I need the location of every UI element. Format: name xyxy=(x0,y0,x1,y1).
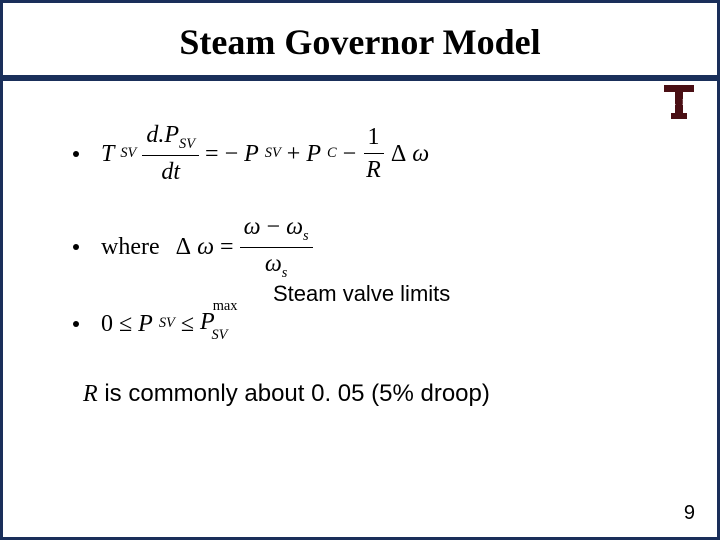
eq2-frac: ω − ωs ωs xyxy=(240,213,313,282)
eq2-den-sub: s xyxy=(282,265,288,281)
eq3-le2: ≤ xyxy=(181,310,194,339)
eq2-where: where xyxy=(101,233,160,262)
title-block: Steam Governor Model xyxy=(3,3,717,81)
equation-2: where Δω = ω − ωs ωs xyxy=(101,213,313,282)
eq1-minus: − xyxy=(343,140,357,169)
page-title: Steam Governor Model xyxy=(3,21,717,63)
equation-1-row: TSV d.PSV dt = −PSV + PC − 1 R Δω xyxy=(73,121,687,187)
bullet-icon xyxy=(73,244,79,250)
eq1-T: T xyxy=(101,140,114,169)
eq3-zero: 0 xyxy=(101,310,113,339)
eq3-P-sub: SV xyxy=(159,315,175,332)
eq1-den: dt xyxy=(157,156,184,187)
equation-3: 0 ≤ PSV ≤ PmaxSV xyxy=(101,308,255,340)
eq1-lhs-frac: d.PSV dt xyxy=(142,121,199,187)
eq1-delta: Δ xyxy=(391,140,406,169)
eq2-eq: = xyxy=(220,233,234,262)
droop-R: R xyxy=(83,381,98,407)
eq2-num-om1: ω xyxy=(244,214,261,240)
eq1-T-sub: SV xyxy=(120,145,136,162)
eq1-num-d: d.P xyxy=(146,122,179,148)
equation-3-row: 0 ≤ PSV ≤ PmaxSV xyxy=(73,308,687,340)
eq2-num-minus: − xyxy=(267,214,281,240)
eq1-rhs-den: R xyxy=(362,154,385,185)
eq3-Pmax-sup: max xyxy=(213,298,238,314)
eq1-neg: − xyxy=(225,140,239,169)
bullet-icon xyxy=(73,151,79,157)
eq1-P2-sub: C xyxy=(327,145,337,162)
eq1-rhs-num: 1 xyxy=(364,123,384,155)
valve-limits-label: Steam valve limits xyxy=(273,281,450,307)
eq2-num-om2: ω xyxy=(286,214,303,240)
page-number: 9 xyxy=(684,502,695,525)
eq1-P2: P xyxy=(306,140,321,169)
equation-1: TSV d.PSV dt = −PSV + PC − 1 R Δω xyxy=(101,121,429,187)
content-area: TSV d.PSV dt = −PSV + PC − 1 R Δω where … xyxy=(3,81,717,408)
eq3-le1: ≤ xyxy=(119,310,132,339)
eq1-P1: P xyxy=(244,140,259,169)
bullet-icon xyxy=(73,321,79,327)
eq1-num-sub: SV xyxy=(179,136,195,152)
eq1-P1-sub: SV xyxy=(265,145,281,162)
eq1-plus: + xyxy=(287,140,301,169)
eq2-num-sub: s xyxy=(303,228,309,244)
eq3-Pmax-sub: SV xyxy=(211,327,227,343)
droop-rest: is commonly about 0. 05 (5% droop) xyxy=(98,380,490,407)
eq1-omega: ω xyxy=(412,140,429,169)
equation-2-row: where Δω = ω − ωs ωs xyxy=(73,213,687,282)
eq2-den-om: ω xyxy=(265,251,282,277)
eq1-rhs-frac: 1 R xyxy=(362,123,385,186)
eq2-omega: ω xyxy=(197,233,214,262)
droop-text: R is commonly about 0. 05 (5% droop) xyxy=(73,380,687,408)
eq3-P: P xyxy=(138,310,153,339)
eq2-delta: Δ xyxy=(176,233,191,262)
eq1-eq: = xyxy=(205,140,219,169)
